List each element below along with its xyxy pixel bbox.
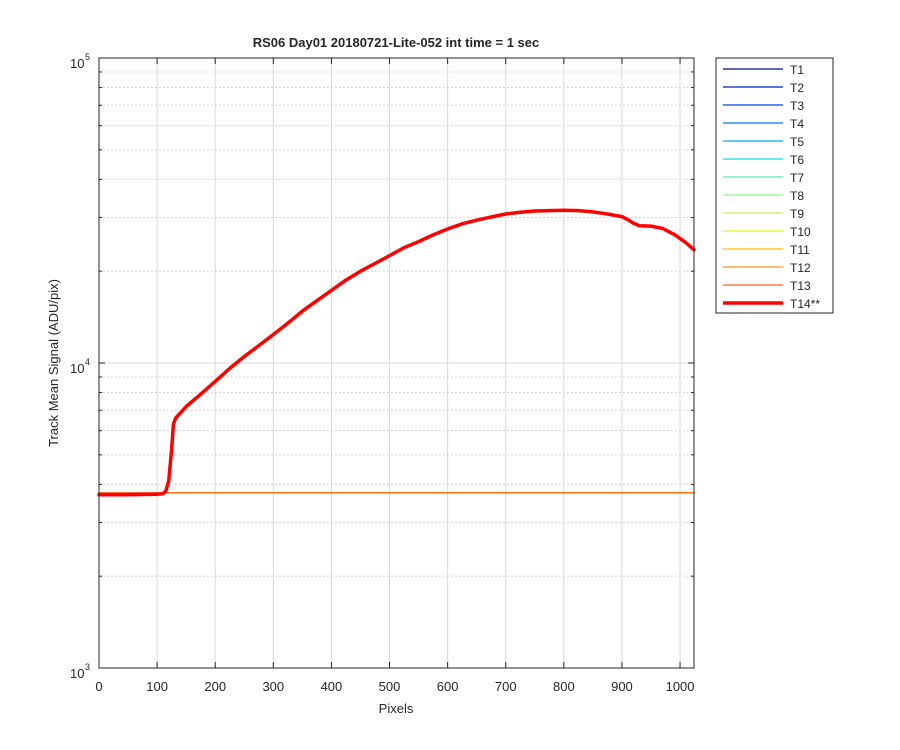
legend-item: T4 bbox=[723, 117, 804, 131]
x-tick-label: 800 bbox=[553, 679, 575, 694]
legend-item: T2 bbox=[723, 81, 804, 95]
legend-item: T7 bbox=[723, 171, 804, 185]
legend-item: T8 bbox=[723, 189, 804, 203]
x-tick-label: 500 bbox=[379, 679, 401, 694]
y-tick-label-exponent: 4 bbox=[85, 357, 90, 367]
y-tick-label-base: 10 bbox=[70, 361, 84, 376]
legend-item: T6 bbox=[723, 153, 804, 167]
legend-label: T10 bbox=[790, 225, 811, 239]
legend-item: T10 bbox=[723, 225, 811, 239]
legend-item: T9 bbox=[723, 207, 804, 221]
chart-title: RS06 Day01 20180721-Lite-052 int time = … bbox=[253, 35, 540, 50]
legend-label: T1 bbox=[790, 63, 804, 77]
x-tick-label: 300 bbox=[262, 679, 284, 694]
y-axis-label: Track Mean Signal (ADU/pix) bbox=[46, 279, 61, 447]
y-tick-label-base: 10 bbox=[70, 666, 84, 681]
series-line-t14 bbox=[97, 208, 696, 497]
legend-item: T5 bbox=[723, 135, 804, 149]
legend-label: T6 bbox=[790, 153, 804, 167]
x-tick-label: 200 bbox=[204, 679, 226, 694]
legend-label: T3 bbox=[790, 99, 804, 113]
x-tick-label: 100 bbox=[146, 679, 168, 694]
x-tick-label: 400 bbox=[321, 679, 343, 694]
y-tick-label-base: 10 bbox=[70, 56, 84, 71]
legend-label: T5 bbox=[790, 135, 804, 149]
legend-label: T2 bbox=[790, 81, 804, 95]
legend-label: T11 bbox=[790, 243, 810, 257]
legend-label: T8 bbox=[790, 189, 804, 203]
series-lines bbox=[97, 208, 696, 497]
x-axis-label: Pixels bbox=[379, 701, 414, 716]
legend-label: T14** bbox=[790, 297, 820, 311]
x-tick-label: 900 bbox=[611, 679, 633, 694]
y-tick-label-exponent: 3 bbox=[85, 662, 90, 672]
axis-ticks bbox=[98, 57, 694, 669]
legend-label: T13 bbox=[790, 279, 811, 293]
legend-label: T9 bbox=[790, 207, 804, 221]
legend-label: T4 bbox=[790, 117, 804, 131]
legend-item: T13 bbox=[723, 279, 811, 293]
x-tick-label: 600 bbox=[437, 679, 459, 694]
legend-item: T3 bbox=[723, 99, 804, 113]
legend-item: T12 bbox=[723, 261, 811, 275]
x-tick-label: 0 bbox=[95, 679, 102, 694]
legend-label: T7 bbox=[790, 171, 804, 185]
legend-label: T12 bbox=[790, 261, 811, 275]
x-tick-label: 1000 bbox=[666, 679, 695, 694]
x-tick-labels: 0 100 200 300 400 500 600 700 800 900 1000 bbox=[95, 679, 694, 694]
legend-item: T11 bbox=[723, 243, 810, 257]
y-tick-label-exponent: 5 bbox=[85, 52, 90, 62]
legend-box bbox=[715, 57, 834, 314]
legend-entries: T1 T2 T3 T4 T5 T6 T7 T8 T9 T10 T11 T12 T13 T14** bbox=[723, 63, 820, 311]
legend: T1 T2 T3 T4 T5 T6 T7 T8 T9 T10 T11 T12 T13 T14** bbox=[715, 57, 834, 314]
legend-item: T1 bbox=[723, 63, 804, 77]
legend-item: T14** bbox=[723, 297, 820, 311]
x-tick-label: 700 bbox=[495, 679, 517, 694]
